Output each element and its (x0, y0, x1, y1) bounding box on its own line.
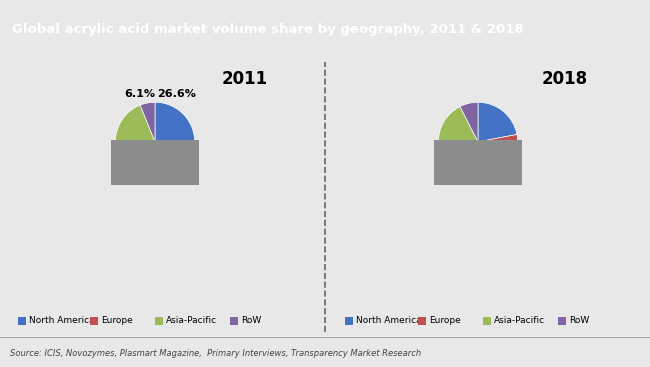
Text: Global acrylic acid market volume share by geography, 2011 & 2018: Global acrylic acid market volume share … (12, 23, 523, 36)
Text: 26.6%: 26.6% (157, 88, 196, 98)
Text: 2018: 2018 (542, 70, 588, 88)
Text: North America: North America (29, 316, 95, 326)
Bar (18, 317, 26, 325)
Wedge shape (115, 105, 192, 182)
Bar (90, 317, 98, 325)
Text: Asia-Pacific: Asia-Pacific (166, 316, 217, 326)
Text: 6.1%: 6.1% (124, 88, 155, 98)
Bar (230, 317, 238, 325)
Wedge shape (140, 102, 155, 142)
Wedge shape (155, 142, 194, 157)
Wedge shape (438, 106, 517, 182)
Text: 2011: 2011 (222, 70, 268, 88)
Text: Europe: Europe (101, 316, 133, 326)
Bar (483, 317, 491, 325)
Wedge shape (478, 102, 517, 142)
Bar (111, 139, 199, 185)
Text: RoW: RoW (241, 316, 261, 326)
Bar (345, 317, 353, 325)
Text: Source: ICIS, Novozymes, Plasmart Magazine,  Primary Interviews, Transparency Ma: Source: ICIS, Novozymes, Plasmart Magazi… (10, 349, 421, 358)
Bar (434, 139, 521, 185)
Wedge shape (460, 102, 478, 142)
Wedge shape (478, 134, 517, 144)
Text: Asia-Pacific: Asia-Pacific (494, 316, 545, 326)
Bar (155, 317, 163, 325)
Bar (558, 317, 566, 325)
Text: Europe: Europe (429, 316, 461, 326)
Text: North America: North America (356, 316, 422, 326)
Text: RoW: RoW (569, 316, 590, 326)
Bar (418, 317, 426, 325)
Wedge shape (155, 102, 194, 146)
